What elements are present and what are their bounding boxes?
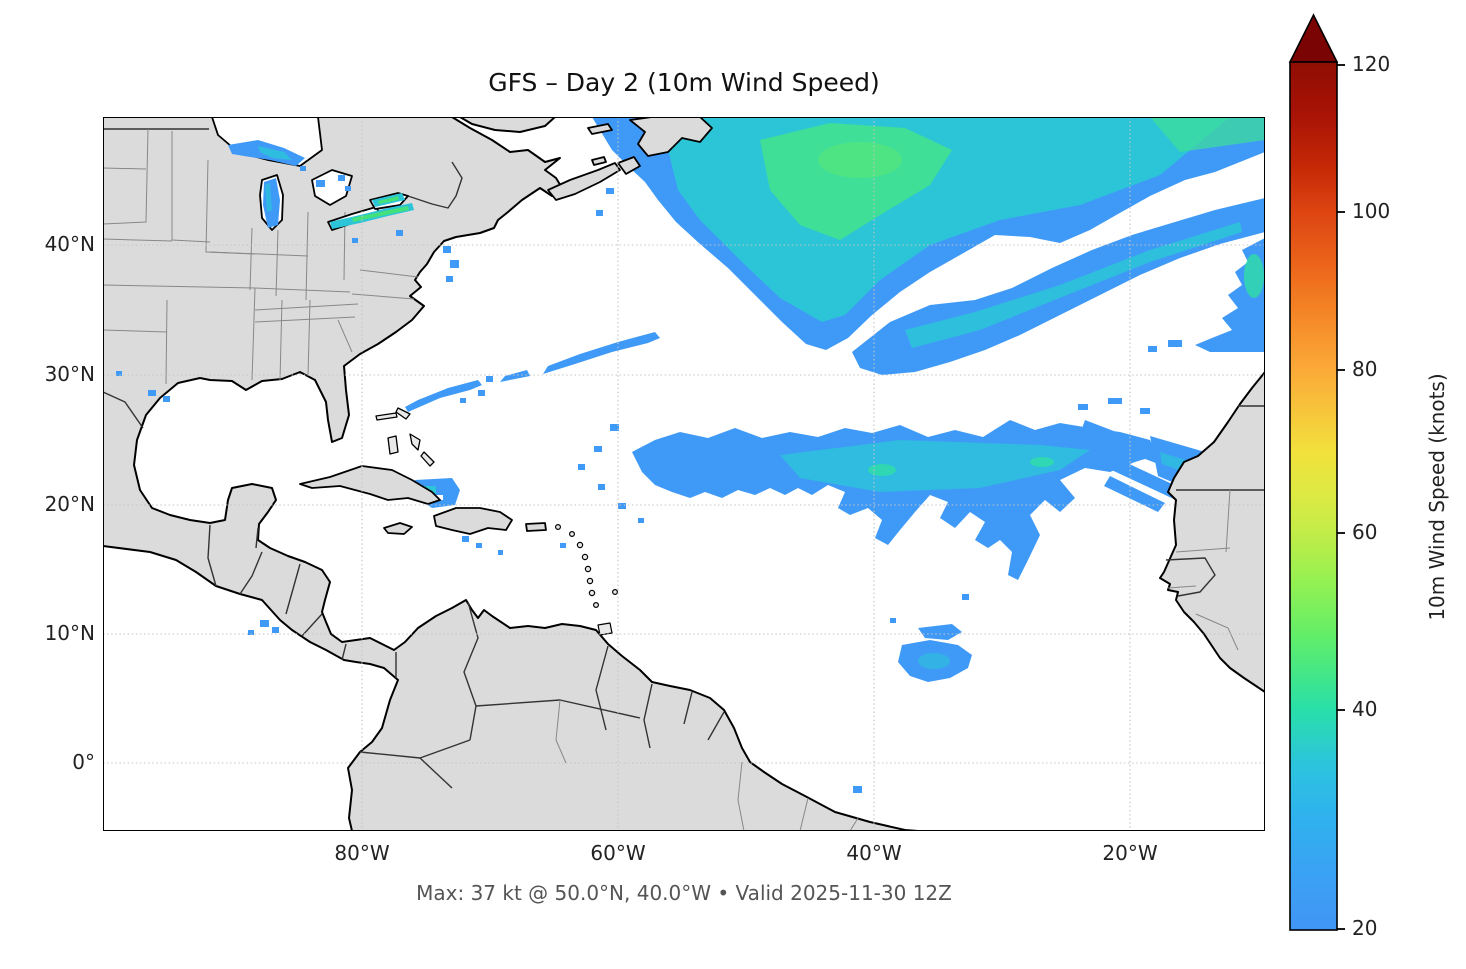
y-tick-40n: 40°N (44, 232, 95, 256)
peninsula-nova-scotia (547, 162, 621, 201)
cb-tick-20: 20 (1352, 916, 1378, 940)
cb-tick-40: 40 (1352, 697, 1378, 721)
wind-shading-ocean (405, 117, 1265, 793)
wind-dot (560, 543, 566, 548)
wind-belt-green2 (1030, 457, 1054, 467)
wind-dot (460, 398, 466, 403)
wind-core-max (818, 142, 902, 178)
max-annotation: Max: 37 kt @ 50.0°N, 40.0°W • Valid 2025… (416, 881, 952, 905)
colorbar-axis-label: 10m Wind Speed (knots) (1425, 373, 1449, 621)
wind-dot (338, 175, 345, 181)
island-cape-breton (617, 156, 641, 175)
wind-belt-green1 (868, 464, 896, 476)
x-tick-60w: 60°W (590, 841, 646, 865)
wind-dot (486, 376, 493, 382)
wind-dot (606, 188, 614, 194)
wind-dot (478, 390, 485, 396)
island-newfoundland (629, 117, 713, 157)
x-tick-40w: 40°W (846, 841, 902, 865)
wind-dot (462, 536, 469, 542)
wind-dot (345, 186, 351, 191)
y-tick-0: 0° (72, 750, 95, 774)
wind-shading-lakes (116, 140, 503, 635)
y-tick-20n: 20°N (44, 492, 95, 516)
wind-band-cyan-core (905, 222, 1242, 348)
wind-patch-na-green2 (1150, 117, 1265, 152)
wind-patch-32n-streak (543, 332, 660, 374)
wind-dot (476, 543, 482, 548)
cb-tick-80: 80 (1352, 357, 1378, 381)
wind-dot (272, 627, 279, 633)
wind-itcz-cyan (918, 653, 950, 669)
wind-dot (352, 238, 358, 243)
wind-dot (443, 246, 451, 253)
wind-belt-cyan-core (780, 440, 1090, 492)
coastline-quebec (459, 117, 556, 133)
islands (299, 117, 713, 636)
y-tick-30n: 30°N (44, 362, 95, 386)
cb-tick-100: 100 (1352, 199, 1391, 223)
island-trinidad (597, 622, 613, 636)
colorbar (1288, 13, 1345, 931)
wind-dot (498, 550, 503, 555)
islands-lesser-antilles (554, 523, 618, 636)
x-tick-80w: 80°W (334, 841, 390, 865)
wind-dot (962, 594, 969, 600)
wind-dot (596, 210, 603, 216)
cb-tick-120: 120 (1352, 52, 1391, 76)
y-tick-10n: 10°N (44, 621, 95, 645)
map-canvas (103, 117, 1265, 831)
islands-bahamas (375, 407, 435, 467)
wind-dot (300, 166, 306, 171)
wind-dot (594, 446, 602, 452)
wind-dot (610, 424, 619, 431)
wind-dot (163, 396, 170, 402)
wind-dot (446, 276, 453, 282)
wind-right-green (1244, 254, 1264, 298)
wind-dot (1148, 346, 1157, 352)
wind-patch-itcz-upper (918, 624, 962, 640)
island-anticosti (587, 123, 613, 135)
wind-patch-bahamas-streak (405, 380, 482, 412)
island-puerto-rico (525, 522, 547, 532)
wind-patch-na-green (760, 123, 952, 240)
wind-dot (450, 260, 459, 268)
x-tick-20w: 20°W (1102, 841, 1158, 865)
gridlines (103, 117, 1265, 831)
chart-title: GFS – Day 2 (10m Wind Speed) (488, 68, 880, 97)
wind-dot (248, 630, 254, 635)
wind-dot (578, 464, 585, 470)
island-pei (591, 156, 607, 166)
wind-dot (618, 503, 626, 509)
colorbar-gradient (1289, 61, 1338, 931)
wind-dot (260, 620, 269, 627)
wind-dot (116, 371, 122, 376)
wind-dot (598, 484, 605, 490)
coastline-africa (1159, 371, 1265, 693)
colorbar-extend-arrow (1288, 13, 1339, 63)
wind-dot (853, 786, 862, 793)
island-jamaica (383, 522, 413, 535)
wind-dot (316, 180, 325, 187)
wind-dot (638, 518, 644, 523)
wind-dot (148, 390, 156, 396)
country-borders (103, 128, 1265, 789)
wind-dot (1168, 340, 1182, 347)
wind-dot (500, 370, 530, 382)
wind-dot (396, 230, 403, 236)
colorbar-tick-marks (1337, 64, 1345, 930)
state-borders (103, 128, 1239, 831)
island-hispaniola (433, 507, 513, 535)
island-cuba (299, 465, 441, 505)
cb-tick-60: 60 (1352, 520, 1378, 544)
wind-dot (890, 618, 896, 623)
